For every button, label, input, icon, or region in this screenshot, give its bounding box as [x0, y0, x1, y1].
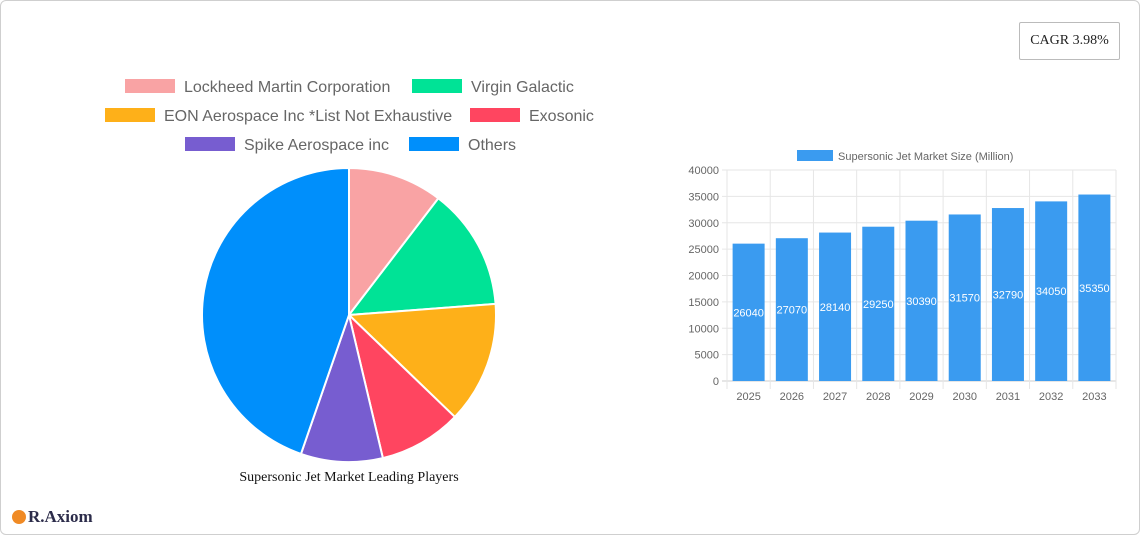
x-tick-label: 2029: [909, 391, 933, 403]
bar-value-label: 27070: [777, 305, 808, 317]
legend-swatch: [105, 108, 155, 122]
logo-icon: [12, 510, 26, 524]
bar-value-label: 31570: [949, 293, 980, 305]
pie-slice: [347, 311, 457, 460]
cagr-badge: CAGR 3.98%: [1019, 22, 1120, 60]
legend-label: Exosonic: [529, 108, 594, 125]
logo: R.Axiom: [12, 507, 93, 527]
legend-swatch: [470, 108, 520, 122]
x-tick-label: 2025: [736, 391, 760, 403]
bar: [1078, 194, 1111, 381]
legend-swatch: [125, 79, 175, 93]
pie-chart: Lockheed Martin Corporation Virgin Galact…: [105, 79, 594, 485]
bar: [1035, 201, 1068, 381]
y-tick-label: 30000: [688, 218, 719, 230]
bar-value-label: 26040: [733, 307, 764, 319]
x-tick-label: 2031: [996, 391, 1020, 403]
bar-value-label: 28140: [820, 302, 851, 314]
bar: [991, 208, 1024, 381]
y-tick-label: 20000: [688, 271, 719, 283]
bar: [905, 220, 938, 381]
x-tick-label: 2032: [1039, 391, 1063, 403]
x-tick-label: 2033: [1082, 391, 1106, 403]
legend-label: EON Aerospace Inc *List Not Exhaustive: [164, 108, 452, 125]
legend-swatch: [409, 137, 459, 151]
bar-value-label: 35350: [1079, 283, 1110, 295]
bar-chart: 0 5000 10000 15000 20000 25000 30000 35000 40000…: [688, 150, 1117, 403]
legend-label: Others: [468, 137, 516, 154]
pie-slice: [299, 311, 385, 463]
pie-slice: [346, 196, 497, 317]
y-tick-label: 5000: [695, 350, 719, 362]
legend-swatch: [185, 137, 235, 151]
legend-swatch: [797, 150, 833, 161]
y-tick-label: 35000: [688, 191, 719, 203]
bar-value-label: 29250: [863, 299, 894, 311]
pie-title: Supersonic Jet Market Leading Players: [239, 470, 458, 485]
legend-label: Virgin Galactic: [471, 79, 574, 96]
bar: [862, 226, 895, 381]
x-tick-label: 2030: [952, 391, 976, 403]
y-tick-label: 0: [713, 376, 719, 388]
pie-slice: [348, 166, 440, 318]
legend-label: Spike Aerospace inc: [244, 137, 389, 154]
x-tick-label: 2026: [780, 391, 804, 403]
bar: [732, 243, 765, 381]
y-tick-label: 15000: [688, 297, 719, 309]
bar: [775, 238, 808, 381]
x-tick-label: 2027: [823, 391, 847, 403]
pie-slice: [346, 302, 497, 419]
legend-label: Lockheed Martin Corporation: [184, 79, 390, 96]
y-tick-label: 40000: [688, 165, 719, 177]
bar-value-label: 32790: [993, 290, 1024, 302]
bar-value-label: 34050: [1036, 286, 1067, 298]
bar: [819, 232, 852, 381]
logo-text: R.Axiom: [28, 507, 93, 526]
pie-slice: [201, 166, 350, 456]
y-tick-label: 25000: [688, 244, 719, 256]
legend-label: Supersonic Jet Market Size (Million): [838, 151, 1013, 163]
x-tick-label: 2028: [866, 391, 890, 403]
bar-value-label: 30390: [906, 296, 937, 308]
y-tick-label: 10000: [688, 323, 719, 335]
bar: [948, 214, 981, 381]
legend-swatch: [412, 79, 462, 93]
